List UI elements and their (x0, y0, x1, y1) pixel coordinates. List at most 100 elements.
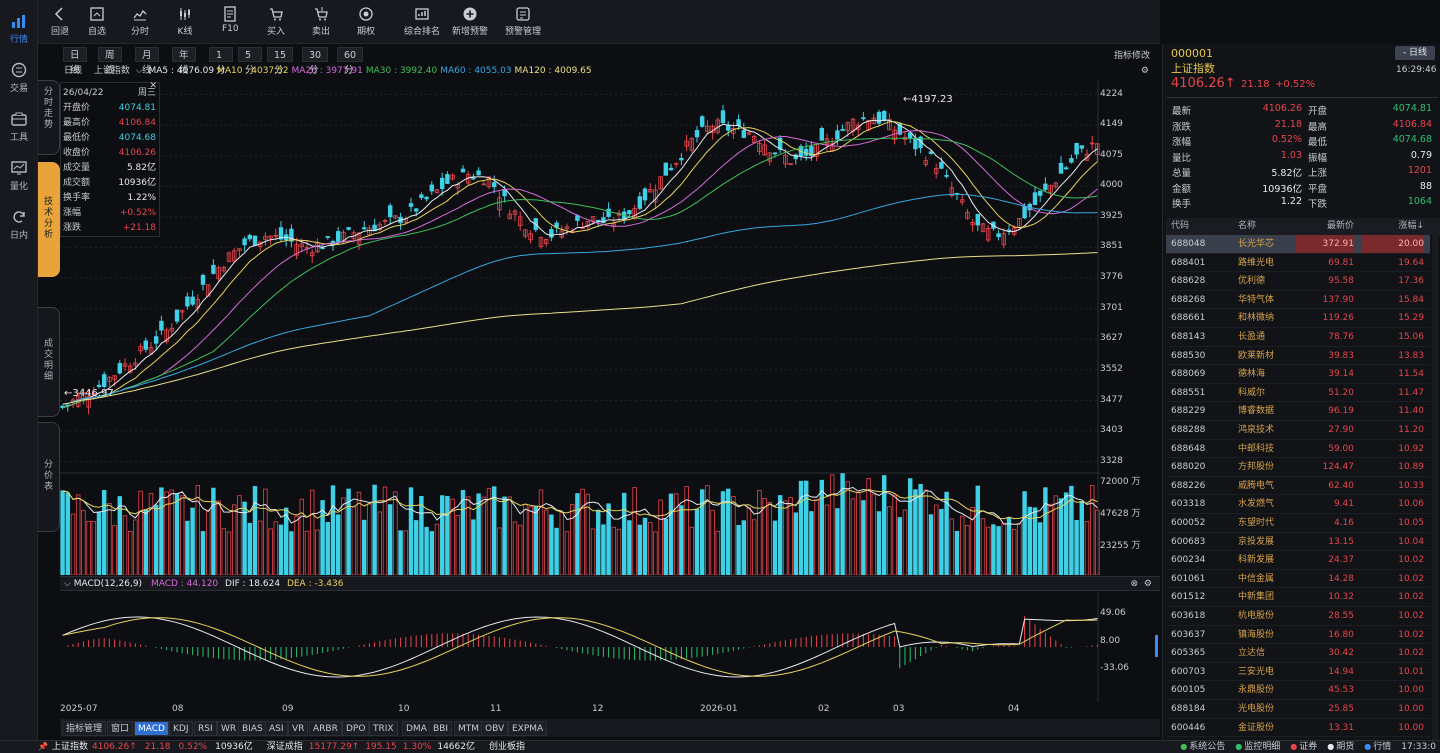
list-item[interactable]: 688069 德林海 39.14 11.54 (1166, 365, 1430, 384)
macd-chart[interactable] (60, 592, 1100, 702)
period-tab-1[interactable]: 周线 (98, 47, 122, 76)
vertical-tab-2[interactable]: 成交明细 (38, 307, 60, 417)
kline-chart[interactable]: ←4197.23 ←3446.97 (60, 80, 1100, 575)
indicator-tab-0[interactable]: 指标管理 (62, 721, 107, 736)
list-item[interactable]: 603618 杭电股份 28.55 10.02 (1166, 607, 1430, 626)
status-item-3[interactable]: ● 期货 (1327, 742, 1354, 752)
sidebar-item-1[interactable]: 交易 (0, 55, 38, 99)
list-header-3[interactable]: 涨幅↓ (1398, 221, 1424, 231)
indicator-tab-16[interactable]: EXPMA (508, 721, 548, 736)
legend-dropdown-icon[interactable]: ⌵ (135, 66, 143, 76)
indicator-tab-2[interactable]: MACD (134, 721, 169, 736)
toolbar-back-arrow-button[interactable]: 回退 (51, 6, 69, 37)
indicator-tab-1[interactable]: 窗口 (107, 721, 134, 736)
indicator-tab-3[interactable]: KDJ (169, 721, 193, 736)
list-item[interactable]: 603318 水发燃气 9.41 10.06 (1166, 495, 1430, 514)
list-item[interactable]: 688661 和林微纳 119.26 15.29 (1166, 309, 1430, 328)
sidebar-item-2[interactable]: 工具 (0, 104, 38, 148)
toolbar-ranking-button[interactable]: 综合排名 (404, 6, 440, 37)
list-item[interactable]: 603637 镇海股份 16.80 10.02 (1166, 626, 1430, 645)
toolbar-alert-manage-button[interactable]: 预警管理 (505, 6, 541, 37)
list-item[interactable]: 688530 欧莱新材 39.83 13.83 (1166, 347, 1430, 366)
list-item[interactable]: 688020 方邦股份 124.47 10.89 (1166, 458, 1430, 477)
toolbar-plus-square-button[interactable]: 自选 (88, 6, 106, 37)
macd-settings-icon[interactable]: ⚙ (1143, 579, 1152, 589)
vertical-tab-3[interactable]: 分价表 (38, 422, 60, 532)
list-scrollbar[interactable] (1432, 235, 1438, 740)
indicator-tab-14[interactable]: MTM (454, 721, 484, 736)
close-icon[interactable]: ✕ (149, 81, 157, 91)
list-item[interactable]: 688628 优利德 95.58 17.36 (1166, 272, 1430, 291)
candle-body (741, 130, 747, 138)
period-tab-4[interactable]: 1分 (209, 47, 233, 76)
indicator-edit-link[interactable]: 指标修改 (1113, 51, 1150, 61)
indicator-tab-12[interactable]: DMA (402, 721, 431, 736)
indicator-tab-15[interactable]: OBV (481, 721, 509, 736)
period-tab-2[interactable]: 月线 (135, 47, 159, 76)
indicator-tab-13[interactable]: BBI (429, 721, 453, 736)
toolbar-cart-out-button[interactable]: 卖出 (312, 6, 330, 37)
list-item[interactable]: 600446 金证股份 13.31 10.00 (1166, 719, 1430, 738)
macd-dropdown-icon[interactable]: ⌵ (64, 579, 71, 589)
list-item[interactable]: 600052 东望时代 4.16 10.05 (1166, 514, 1430, 533)
indicator-tab-7[interactable]: ASI (265, 721, 288, 736)
period-tab-6[interactable]: 15分 (267, 47, 294, 76)
macd-name[interactable]: MACD(12,26,9) (73, 579, 143, 589)
list-item[interactable]: 600234 科新发展 24.37 10.02 (1166, 551, 1430, 570)
list-header-0[interactable]: 代码 (1171, 221, 1190, 231)
list-item[interactable]: 688229 博睿数据 96.19 11.40 (1166, 402, 1430, 421)
list-item[interactable]: 600683 京投发展 13.15 10.04 (1166, 533, 1430, 552)
list-item[interactable]: 600105 永鼎股份 45.53 10.00 (1166, 681, 1430, 700)
list-item[interactable]: 601061 中信金属 14.28 10.02 (1166, 570, 1430, 589)
list-item[interactable]: 688288 鸿泉技术 27.90 11.20 (1166, 421, 1430, 440)
settings-icon[interactable]: ⚙ (1140, 66, 1149, 76)
list-header-2[interactable]: 最新价 (1326, 221, 1354, 231)
document-icon (224, 6, 236, 22)
scroll-indicator[interactable] (1155, 635, 1158, 657)
list-item[interactable]: 688184 光电股份 25.85 10.00 (1166, 700, 1430, 719)
list-item[interactable]: 600703 三安光电 14.94 10.01 (1166, 663, 1430, 682)
toolbar-cart-in-button[interactable]: 买入 (267, 6, 285, 37)
period-button[interactable]: - 日线 (1395, 46, 1435, 60)
toolbar-document-button[interactable]: F10 (222, 6, 239, 34)
toolbar-timeshare-button[interactable]: 分时 (131, 6, 149, 37)
list-item[interactable]: 688551 科威尔 51.20 11.47 (1166, 384, 1430, 403)
sidebar-item-4[interactable]: 日内 (0, 202, 38, 246)
indicator-tab-9[interactable]: ARBR (309, 721, 342, 736)
toolbar-candlestick-button[interactable]: K线 (177, 6, 193, 37)
indicator-tab-8[interactable]: VR (288, 721, 309, 736)
legend-period[interactable]: 日线 (64, 66, 83, 76)
indicator-tab-10[interactable]: DPO (342, 721, 370, 736)
status-item-4[interactable]: ● 行情 (1364, 742, 1391, 752)
list-item[interactable]: 601512 中新集团 10.32 10.02 (1166, 588, 1430, 607)
period-tab-0[interactable]: 日线 (63, 47, 87, 76)
period-tab-7[interactable]: 30分 (302, 47, 329, 76)
list-item[interactable]: 688226 威腾电气 62.40 10.33 (1166, 477, 1430, 496)
indicator-tab-5[interactable]: WR (217, 721, 241, 736)
indicator-tab-11[interactable]: TRIX (369, 721, 398, 736)
list-item[interactable]: 688648 中邮科技 59.00 10.92 (1166, 440, 1430, 459)
status-item-1[interactable]: ● 监控明细 (1235, 742, 1280, 752)
list-header-1[interactable]: 名称 (1238, 221, 1257, 231)
list-item[interactable]: 688401 路维光电 69.81 19.64 (1166, 254, 1430, 273)
list-item[interactable]: 688268 华特气体 137.90 15.84 (1166, 291, 1430, 310)
list-item[interactable]: 688048 长光华芯 372.91 20.00 (1166, 235, 1430, 254)
indicator-tab-6[interactable]: BIAS (238, 721, 267, 736)
toolbar-target-button[interactable]: 期权 (357, 6, 375, 37)
status-item-2[interactable]: ● 证券 (1290, 742, 1317, 752)
vertical-tab-0[interactable]: 分时走势 (38, 80, 60, 155)
list-item[interactable]: 688143 长盈通 78.76 15.06 (1166, 328, 1430, 347)
sidebar-item-0[interactable]: 行情 (0, 6, 38, 50)
toolbar-alert-plus-button[interactable]: 新增预警 (452, 6, 488, 37)
indicator-tab-4[interactable]: RSI (194, 721, 217, 736)
vertical-tab-1[interactable]: 技术分析 (38, 162, 60, 277)
pin-icon[interactable]: 📌 (38, 742, 48, 751)
status-item-0[interactable]: ● 系统公告 (1180, 742, 1225, 752)
legend-symbol[interactable]: 上证指数 (93, 66, 130, 76)
period-tab-8[interactable]: 60分 (337, 47, 364, 76)
sidebar-item-3[interactable]: 量化 (0, 153, 38, 197)
list-item[interactable]: 605365 立达信 30.42 10.02 (1166, 644, 1430, 663)
macd-close-icon[interactable]: ⊗ (1130, 579, 1138, 589)
period-tab-3[interactable]: 年线 (172, 47, 196, 76)
period-tab-5[interactable]: 5分 (238, 47, 262, 76)
